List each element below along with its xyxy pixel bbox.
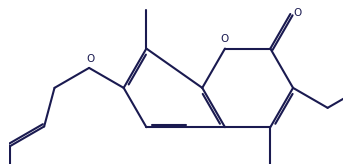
- Text: O: O: [220, 34, 228, 44]
- Text: O: O: [86, 54, 94, 64]
- Text: O: O: [293, 8, 302, 18]
